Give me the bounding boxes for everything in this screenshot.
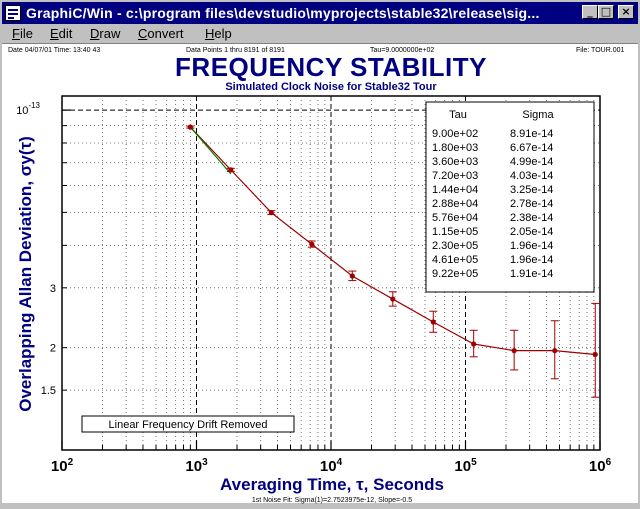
data-point <box>592 351 598 358</box>
menu-file[interactable]: File <box>12 26 33 41</box>
table-tau-cell: 1.44e+04 <box>432 184 478 196</box>
table-header-tau: Tau <box>449 109 467 121</box>
table-tau-cell: 9.22e+05 <box>432 268 478 280</box>
header-points: Data Points 1 thru 8191 of 8191 <box>186 47 285 54</box>
data-point <box>228 167 234 173</box>
table-sigma-cell: 1.91e-14 <box>510 268 553 280</box>
x-tick-label: 104 <box>320 457 343 475</box>
axis-ticks <box>61 109 601 450</box>
header-tau: Tau=9.0000000e+02 <box>370 47 434 54</box>
table-tau-cell: 2.30e+05 <box>432 240 478 252</box>
app-icon[interactable] <box>5 5 21 21</box>
chart-canvas: Date 04/07/01 Time: 13:40 43 Data Points… <box>2 43 638 504</box>
data-point <box>552 348 558 354</box>
table-sigma-cell: 4.99e-14 <box>510 156 553 168</box>
data-point <box>390 296 396 302</box>
x-axis-label: Averaging Time, τ, Seconds <box>220 475 444 494</box>
x-tick-label: 103 <box>185 457 208 475</box>
chart-title: FREQUENCY STABILITY <box>175 52 487 82</box>
y-tick-label: 1.5 <box>41 385 56 397</box>
data-series <box>186 124 600 398</box>
annotation-text: Linear Frequency Drift Removed <box>109 419 268 431</box>
menu-convert[interactable]: Convert <box>138 26 184 41</box>
table-sigma-cell: 2.78e-14 <box>510 198 553 210</box>
y-tick-label: 3 <box>50 283 56 295</box>
menu-bar: File Edit Draw Convert Help <box>2 24 638 43</box>
x-tick-labels: 102 103 104 105 106 <box>51 457 612 475</box>
sigma-table: Tau Sigma 9.00e+02 8.91e-14 1.80e+03 6.67e-… <box>425 101 595 293</box>
header-file: File: TOUR.001 <box>576 47 624 54</box>
x-tick-label: 106 <box>589 457 612 475</box>
close-button[interactable]: × <box>618 5 634 19</box>
menu-edit[interactable]: Edit <box>50 26 73 41</box>
menu-help[interactable]: Help <box>205 26 232 41</box>
maximize-button[interactable]: □ <box>598 5 614 19</box>
fit-line <box>189 126 232 175</box>
title-bar[interactable]: GraphiC/Win - c:\program files\devstudio… <box>2 2 638 24</box>
header-date: Date 04/07/01 Time: 13:40 43 <box>8 47 100 54</box>
table-sigma-cell: 6.67e-14 <box>510 142 553 154</box>
table-sigma-cell: 8.91e-14 <box>510 128 553 140</box>
data-point <box>471 341 477 347</box>
table-tau-cell: 3.60e+03 <box>432 156 478 168</box>
table-sigma-cell: 1.96e-14 <box>510 254 553 266</box>
minimize-button[interactable]: _ <box>582 5 598 19</box>
table-sigma-cell: 2.05e-14 <box>510 226 553 238</box>
table-tau-cell: 4.61e+05 <box>432 254 478 266</box>
table-tau-cell: 9.00e+02 <box>432 128 478 140</box>
y-tick-label: 10-13 <box>16 101 40 117</box>
table-tau-cell: 2.88e+04 <box>432 198 478 210</box>
y-tick-label: 2 <box>50 343 56 355</box>
table-sigma-cell: 1.96e-14 <box>510 240 553 252</box>
data-point <box>187 124 193 130</box>
window-title: GraphiC/Win - c:\program files\devstudio… <box>26 5 540 21</box>
table-tau-cell: 7.20e+03 <box>432 170 478 182</box>
footer-note: 1st Noise Fit: Sigma(1)=2.7523975e-12, S… <box>252 497 412 504</box>
data-point <box>309 241 315 247</box>
data-point <box>430 319 436 325</box>
table-tau-cell: 1.15e+05 <box>432 226 478 238</box>
x-tick-label: 102 <box>51 457 74 475</box>
data-point <box>511 348 517 354</box>
data-point <box>268 210 274 216</box>
sigma-table-box <box>425 101 595 293</box>
data-point <box>349 273 355 279</box>
chart-subtitle: Simulated Clock Noise for Stable32 Tour <box>225 81 437 93</box>
x-tick-label: 105 <box>454 457 477 475</box>
table-tau-cell: 5.76e+04 <box>432 212 478 224</box>
table-sigma-cell: 4.03e-14 <box>510 170 553 182</box>
y-axis-label: Overlapping Allan Deviation, σy(τ) <box>16 136 35 412</box>
table-sigma-cell: 2.38e-14 <box>510 212 553 224</box>
y-tick-labels: 1.5 2 3 10-13 <box>16 101 56 397</box>
annotation-box <box>81 415 295 433</box>
menu-draw[interactable]: Draw <box>90 26 121 41</box>
table-header-sigma: Sigma <box>522 109 554 121</box>
stability-chart: Date 04/07/01 Time: 13:40 43 Data Points… <box>8 47 624 504</box>
table-sigma-cell: 3.25e-14 <box>510 184 553 196</box>
table-tau-cell: 1.80e+03 <box>432 142 478 154</box>
